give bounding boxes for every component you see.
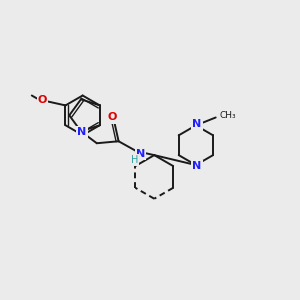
- Text: CH₃: CH₃: [220, 111, 236, 120]
- Text: N: N: [136, 149, 145, 159]
- Text: N: N: [192, 161, 202, 171]
- Text: N: N: [77, 127, 87, 137]
- Text: H: H: [131, 155, 138, 165]
- Text: O: O: [108, 112, 117, 122]
- Text: N: N: [192, 119, 202, 129]
- Text: O: O: [38, 95, 47, 106]
